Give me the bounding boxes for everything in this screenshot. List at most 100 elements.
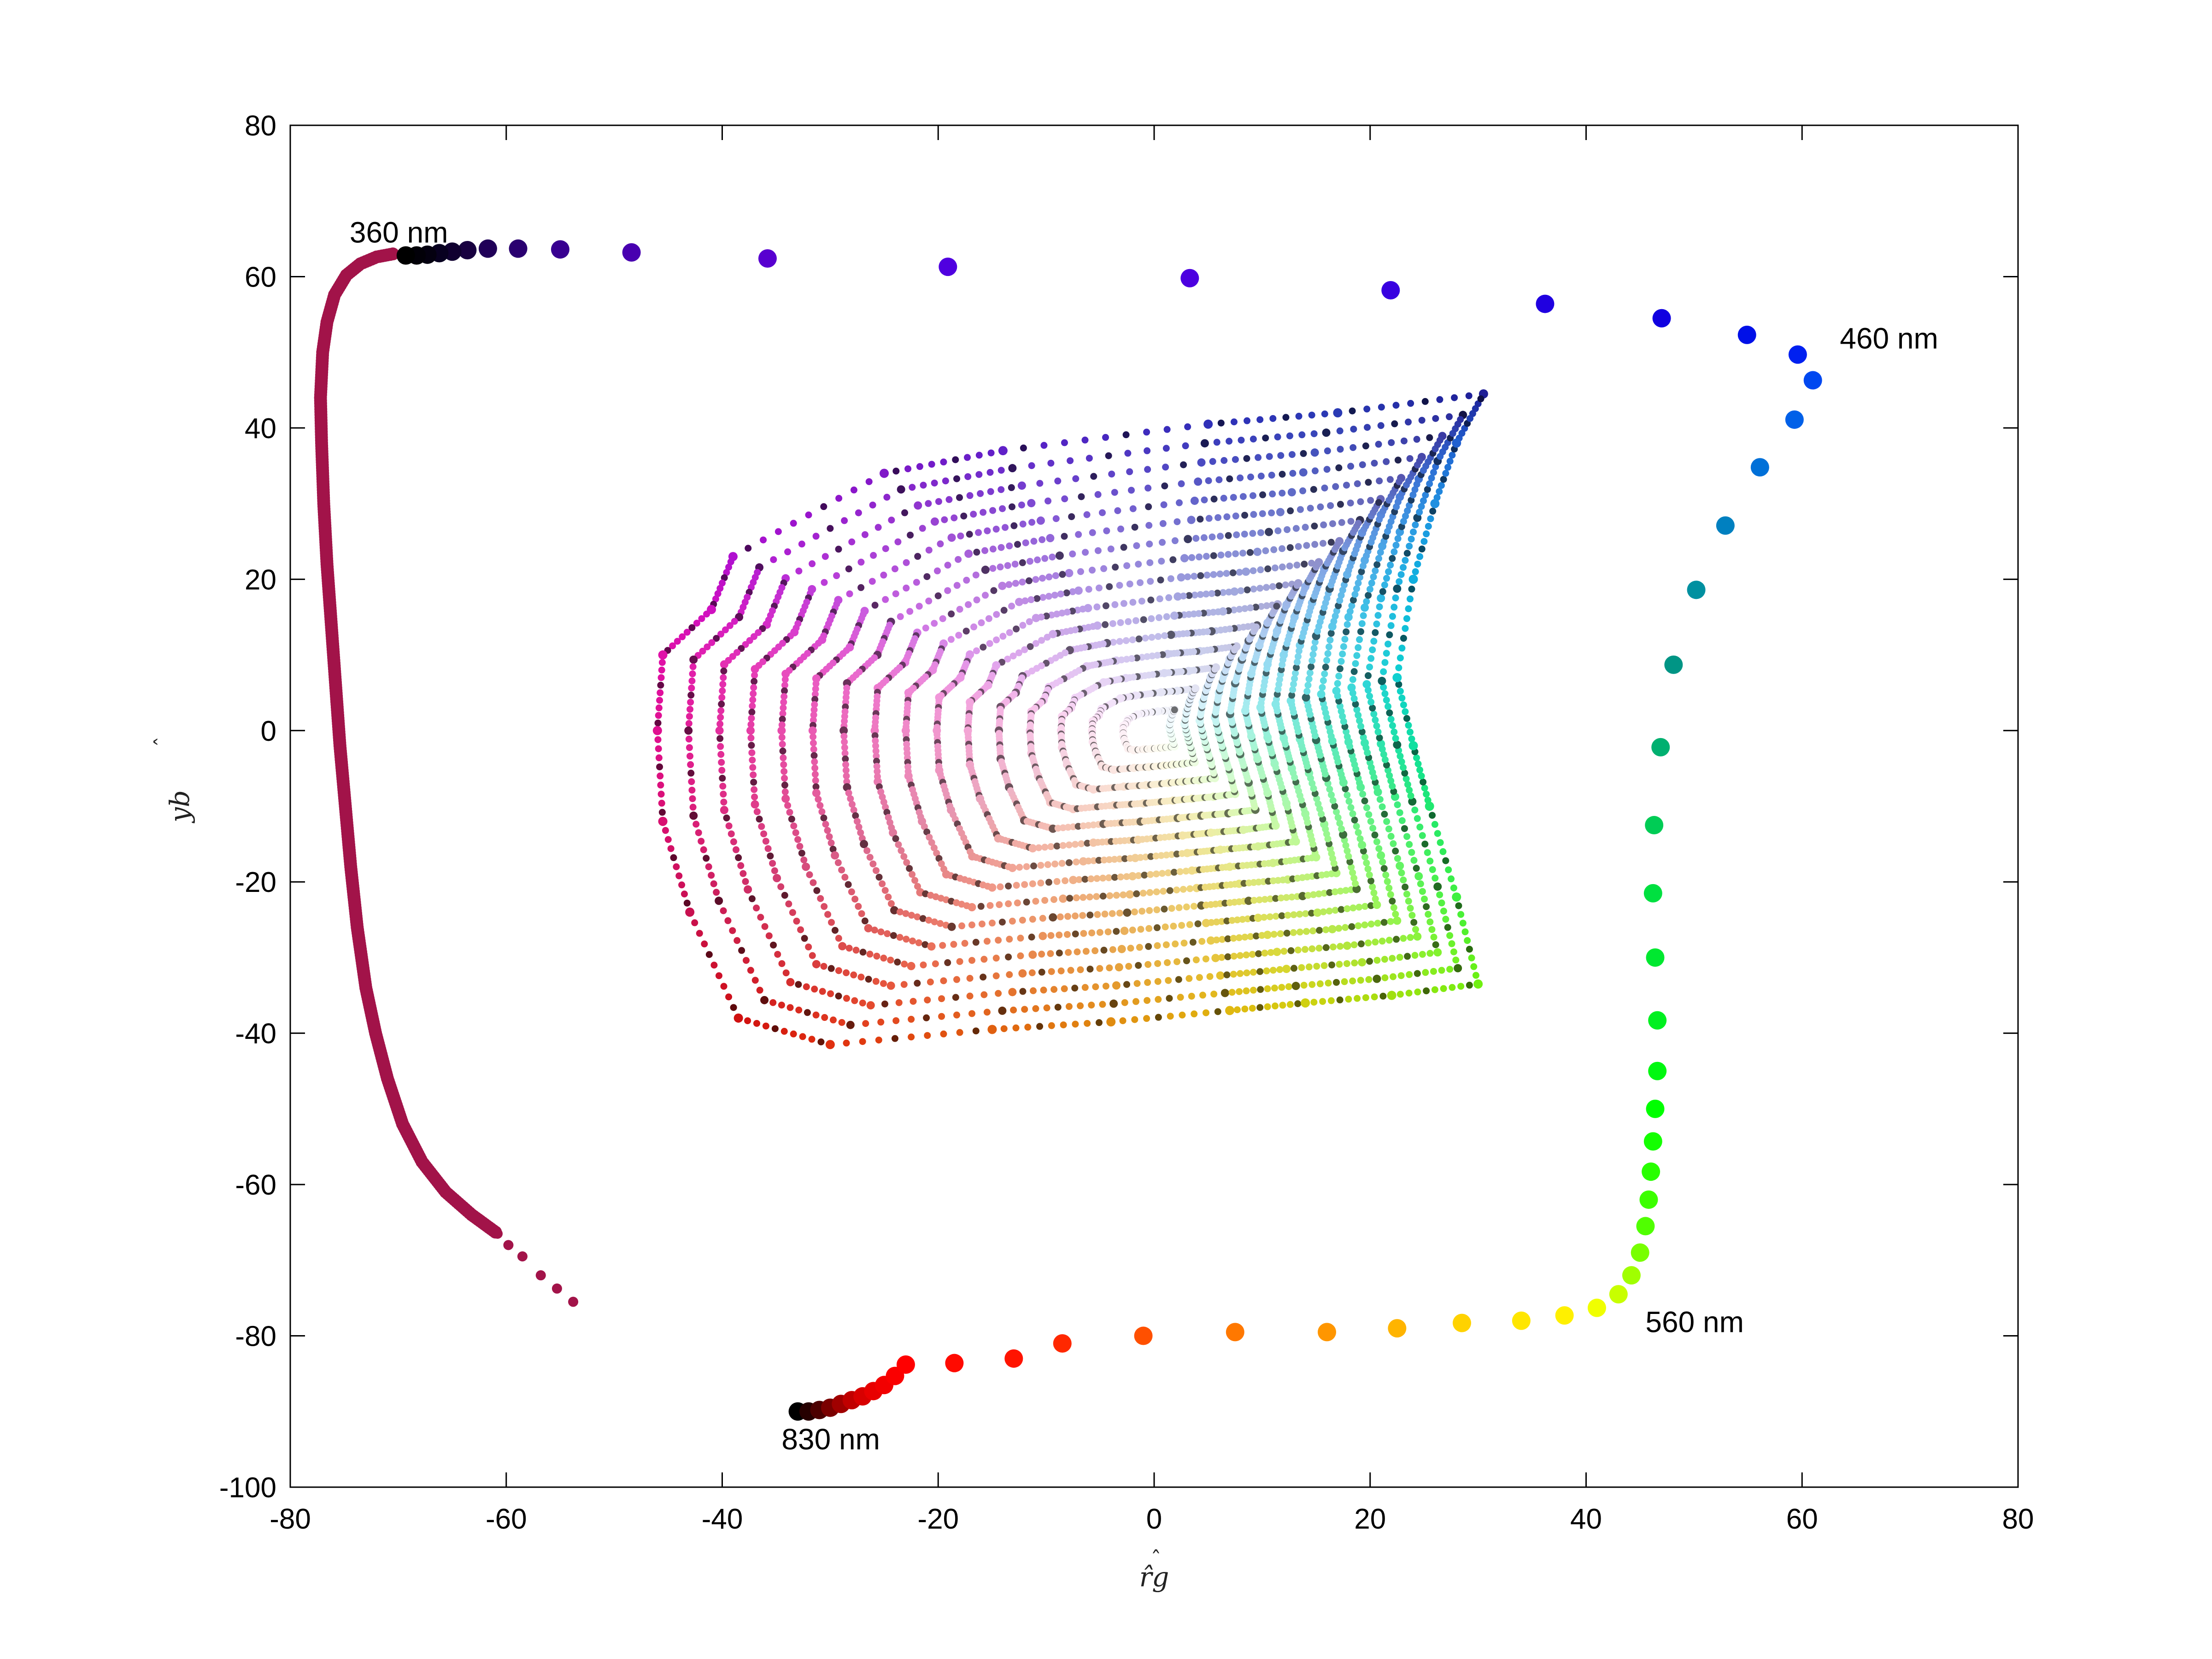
gamut-point bbox=[779, 715, 786, 723]
gamut-point bbox=[1411, 486, 1419, 493]
gamut-point bbox=[966, 492, 974, 499]
gamut-point bbox=[1360, 612, 1367, 619]
gamut-point bbox=[781, 788, 789, 796]
gamut-point bbox=[1373, 956, 1381, 964]
gamut-point bbox=[1338, 592, 1345, 599]
gamut-point bbox=[1032, 640, 1039, 647]
gamut-point bbox=[1170, 868, 1178, 876]
gamut-point bbox=[1132, 617, 1139, 624]
spectral-locus-point bbox=[478, 239, 497, 258]
gamut-point bbox=[1157, 576, 1164, 584]
gamut-point bbox=[1397, 571, 1405, 578]
gamut-point bbox=[1421, 785, 1428, 792]
gamut-point bbox=[1294, 653, 1302, 660]
gamut-point bbox=[1341, 581, 1348, 589]
gamut-point bbox=[810, 716, 817, 724]
gamut-point bbox=[669, 642, 676, 650]
gamut-point bbox=[868, 578, 876, 585]
gamut-point bbox=[1074, 948, 1081, 956]
gamut-point bbox=[657, 791, 665, 798]
gamut-point bbox=[962, 627, 970, 635]
gamut-point bbox=[872, 747, 880, 755]
gamut-point bbox=[781, 891, 788, 899]
gamut-point bbox=[980, 644, 987, 651]
gamut-point bbox=[664, 836, 672, 843]
gamut-point bbox=[1428, 475, 1435, 482]
gamut-point bbox=[1389, 555, 1396, 562]
gamut-point bbox=[1273, 603, 1280, 610]
gamut-point bbox=[1342, 842, 1349, 849]
gamut-point bbox=[923, 573, 931, 580]
gamut-point bbox=[1197, 591, 1204, 598]
gamut-point bbox=[714, 590, 722, 598]
gamut-point bbox=[809, 560, 816, 568]
gamut-point bbox=[1008, 484, 1015, 491]
gamut-point bbox=[1080, 930, 1087, 937]
gamut-point bbox=[862, 1020, 869, 1027]
gamut-point bbox=[1064, 824, 1072, 831]
gamut-point bbox=[1107, 545, 1115, 553]
gamut-point bbox=[892, 1017, 900, 1024]
gamut-point bbox=[717, 714, 724, 721]
gamut-point bbox=[1336, 961, 1343, 968]
gamut-point bbox=[916, 463, 923, 470]
gamut-point bbox=[1315, 890, 1322, 897]
gamut-point bbox=[713, 635, 720, 642]
gamut-point bbox=[1369, 883, 1376, 891]
gamut-point bbox=[961, 940, 968, 947]
gamut-point bbox=[1167, 630, 1175, 639]
gamut-point bbox=[1207, 936, 1215, 945]
gamut-boundary-point bbox=[1387, 991, 1396, 1000]
gamut-point bbox=[948, 610, 955, 618]
gamut-point bbox=[1199, 991, 1206, 999]
gamut-point bbox=[940, 977, 947, 985]
gamut-point bbox=[1243, 969, 1250, 977]
gamut-point bbox=[1350, 941, 1358, 949]
gamut-point bbox=[975, 471, 983, 478]
gamut-point bbox=[1361, 739, 1369, 747]
gamut-point bbox=[1384, 878, 1391, 885]
gamut-point bbox=[1454, 964, 1462, 973]
gamut-point bbox=[667, 845, 675, 852]
gamut-point bbox=[658, 659, 666, 666]
gamut-point bbox=[1020, 444, 1027, 451]
gamut-point bbox=[1220, 457, 1228, 464]
gamut-point bbox=[947, 533, 956, 542]
gamut-point bbox=[1418, 503, 1425, 510]
gamut-point bbox=[1343, 628, 1350, 635]
gamut-point bbox=[1308, 663, 1315, 670]
gamut-point bbox=[749, 756, 756, 764]
gamut-point bbox=[1328, 791, 1335, 798]
gamut-point bbox=[1114, 507, 1121, 515]
gamut-point bbox=[1160, 887, 1167, 895]
gamut-point bbox=[1038, 968, 1045, 976]
gamut-point bbox=[986, 469, 994, 476]
gamut-point bbox=[1228, 989, 1236, 996]
gamut-point bbox=[1322, 428, 1331, 437]
gamut-point bbox=[989, 507, 997, 514]
gamut-point bbox=[1202, 955, 1209, 962]
gamut-point bbox=[723, 814, 730, 821]
gamut-point bbox=[1167, 575, 1174, 582]
gamut-point bbox=[1332, 483, 1339, 490]
gamut-point bbox=[1188, 992, 1195, 1000]
gamut-point bbox=[1120, 891, 1127, 898]
gamut-point bbox=[1325, 643, 1332, 651]
gamut-point bbox=[1089, 529, 1096, 536]
gamut-point bbox=[804, 1009, 811, 1016]
gamut-point bbox=[731, 618, 738, 625]
gamut-point bbox=[1026, 618, 1033, 625]
gamut-point bbox=[1408, 586, 1415, 593]
gamut-point bbox=[860, 840, 868, 849]
gamut-point bbox=[749, 764, 757, 771]
gamut-point bbox=[903, 859, 910, 866]
gamut-point bbox=[1250, 968, 1257, 976]
gamut-point bbox=[1398, 817, 1406, 824]
gamut-point bbox=[1175, 499, 1183, 506]
gamut-point bbox=[1092, 983, 1099, 991]
gamut-point bbox=[855, 903, 862, 910]
gamut-point bbox=[1365, 686, 1372, 694]
gamut-point bbox=[1418, 772, 1425, 780]
gamut-point bbox=[812, 674, 821, 683]
gamut-point bbox=[1054, 477, 1062, 485]
